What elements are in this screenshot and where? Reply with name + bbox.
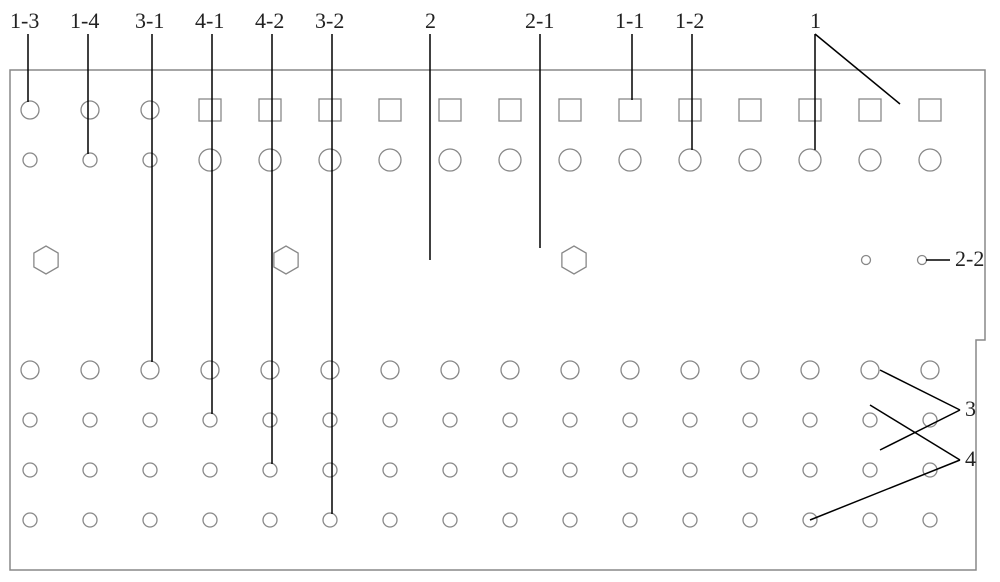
callout-label: 1-1 bbox=[615, 8, 644, 33]
callout-label: 1-4 bbox=[70, 8, 99, 33]
canvas-bg bbox=[0, 0, 1000, 582]
callout-label: 1-3 bbox=[10, 8, 39, 33]
callout-label: 2-1 bbox=[525, 8, 554, 33]
callout-label: 4 bbox=[965, 446, 976, 471]
callout-label: 3-1 bbox=[135, 8, 164, 33]
callout-label: 1 bbox=[810, 8, 821, 33]
callout-label: 3 bbox=[965, 396, 976, 421]
callout-label: 2-2 bbox=[955, 246, 984, 271]
callout-label: 4-1 bbox=[195, 8, 224, 33]
callout-label: 3-2 bbox=[315, 8, 344, 33]
callout-label: 4-2 bbox=[255, 8, 284, 33]
callout-label: 1-2 bbox=[675, 8, 704, 33]
callout-label: 2 bbox=[425, 8, 436, 33]
